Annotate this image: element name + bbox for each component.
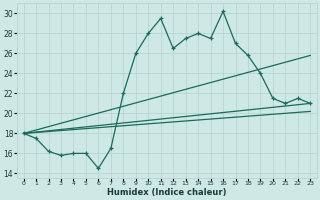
X-axis label: Humidex (Indice chaleur): Humidex (Indice chaleur) [107, 188, 227, 197]
